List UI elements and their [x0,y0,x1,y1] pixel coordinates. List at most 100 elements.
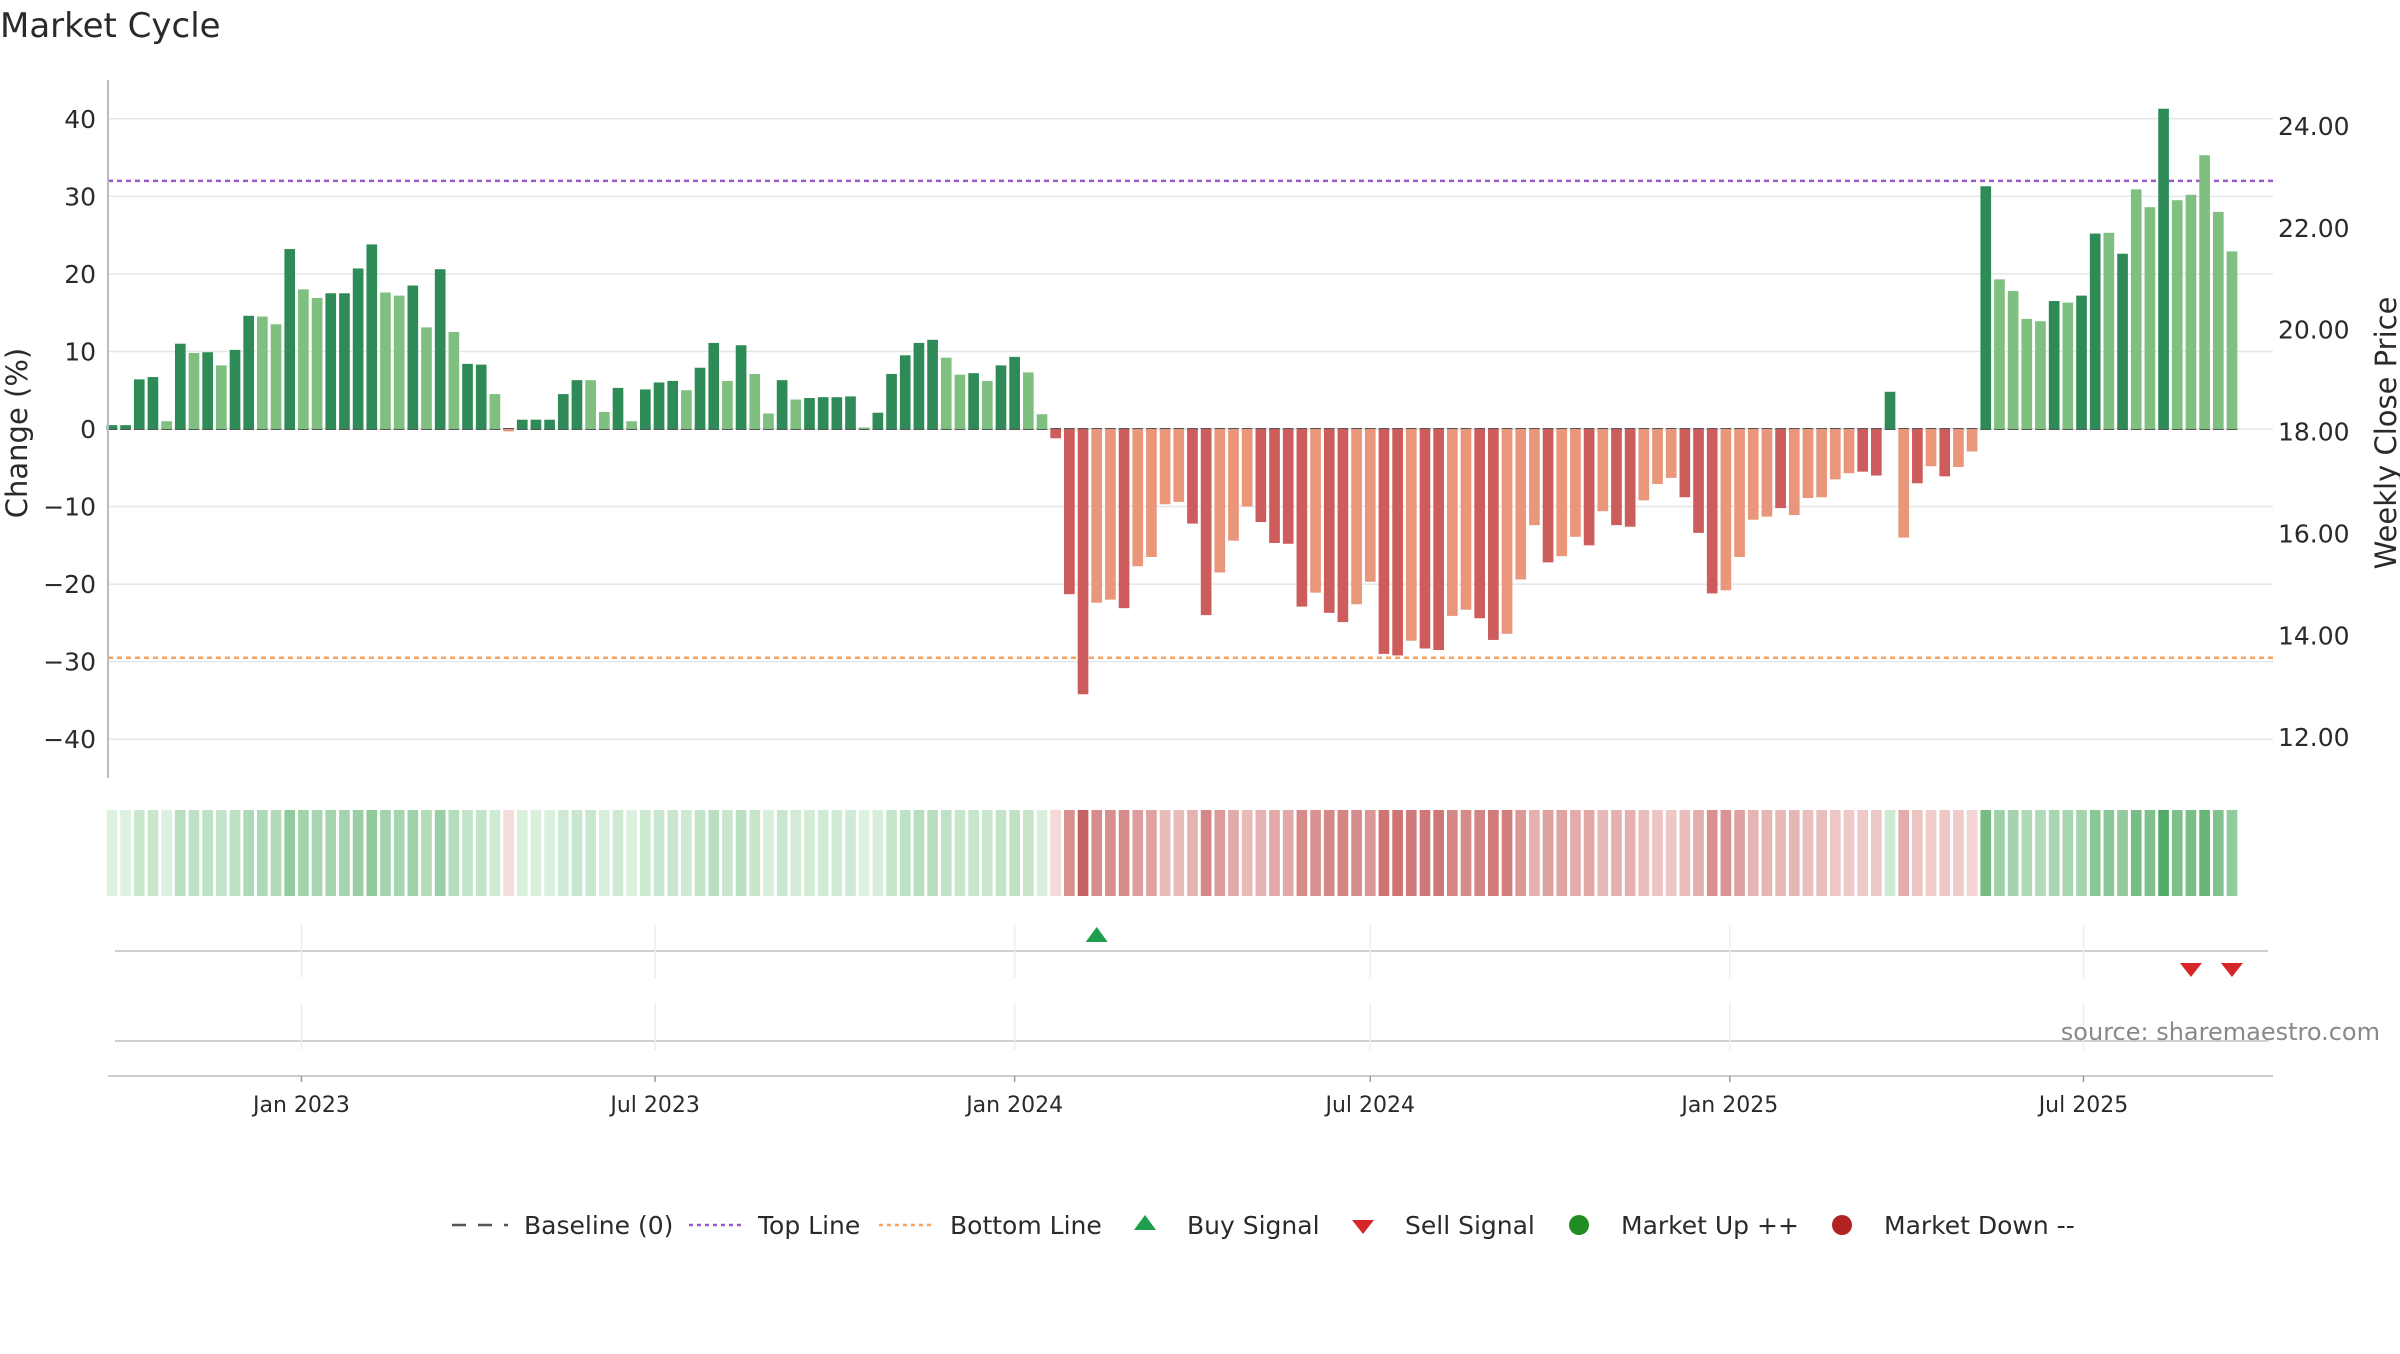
bar [1953,429,1964,468]
bar [626,421,637,429]
strip-cell [981,810,993,896]
bar [1091,429,1103,603]
strip-cell [2171,810,2183,896]
bar [1843,429,1855,474]
bar [1706,429,1718,594]
strip-cell [1529,810,1540,896]
strip-cell [1405,810,1417,896]
bar [831,397,843,429]
strip-cell [2076,810,2087,896]
bar [133,379,145,429]
legend-label: Market Down -- [1884,1211,2075,1240]
bar [1583,429,1595,546]
bar [1323,429,1335,613]
bar [544,419,555,429]
strip-cell [790,810,802,896]
strip-cell [681,810,692,896]
bar [858,427,870,429]
strip-cell [1843,810,1855,896]
bar [188,352,200,429]
strip-cell [913,810,925,896]
strip-cell [1323,810,1335,896]
strip-cell [202,810,213,896]
bar [1597,429,1609,512]
strip-cell [1241,810,1253,896]
strip-cell [1474,810,1486,896]
strip-cell [1446,810,1458,896]
bar [2212,211,2224,429]
strip-cell [1228,810,1239,896]
y2-tick-label: 24.00 [2278,112,2350,141]
bar [694,367,706,429]
strip-cell [1570,810,1581,896]
bar [1515,429,1527,580]
bar [927,339,938,429]
strip-cell [2062,810,2074,896]
strip-cell [2199,810,2210,896]
bar [161,421,172,429]
bar [1241,429,1253,507]
y-tick-label: 30 [64,182,96,211]
bar [940,357,952,429]
sell-signal-marker [2220,963,2243,977]
legend-label: Baseline (0) [524,1211,673,1240]
strip-cell [1392,810,1403,896]
bar [1200,429,1212,616]
strip-cell [448,810,460,896]
bar [352,268,364,429]
bar [1816,429,1827,498]
legend-label: Bottom Line [950,1211,1102,1240]
bar [147,377,159,429]
bar [612,387,624,429]
bar [1009,356,1020,429]
bar [202,352,213,429]
bar [2062,302,2074,429]
strip-cell [776,810,788,896]
strip-cell [612,810,624,896]
strip-cell [475,810,487,896]
bar [174,343,186,429]
strip-cell [2021,810,2033,896]
strip-cell [2035,810,2046,896]
strip-cell [284,810,296,896]
strip-cell [1419,810,1431,896]
strip-cell [1337,810,1349,896]
strip-cell [243,810,255,896]
strip-cell [1912,810,1923,896]
bar [722,380,733,429]
strip-cell [229,810,241,896]
bar [1214,429,1226,573]
strip-cell [1761,810,1773,896]
x-tick-label: Jul 2024 [1323,1093,1415,1118]
bar [2035,321,2046,429]
bar [2021,318,2033,429]
bar [516,419,528,429]
bar [1638,429,1650,501]
bar [1036,414,1048,429]
strip-cell [1720,810,1732,896]
strip-cell [352,810,364,896]
bar [913,342,925,429]
legend-item-baseline: Baseline (0) [452,1211,673,1240]
strip-cell [886,810,897,896]
bar [653,382,665,429]
strip-cell [1816,810,1827,896]
strip-cell [1200,810,1212,896]
bar [1652,429,1663,485]
strip-cell [694,810,706,896]
y-tick-label: 20 [64,260,96,289]
bar [380,292,391,429]
strip-cell [1953,810,1964,896]
x-tick-label: Jan 2025 [1679,1093,1778,1118]
bar [215,365,227,429]
chart-title: Market Cycle [0,6,221,46]
strip-cell [995,810,1007,896]
strip-cell [366,810,378,896]
source-note: source: sharemaestro.com [2061,1018,2380,1046]
strip-cell [462,810,473,896]
bar [2130,189,2142,429]
strip-cell [2007,810,2019,896]
bar [2089,233,2101,429]
